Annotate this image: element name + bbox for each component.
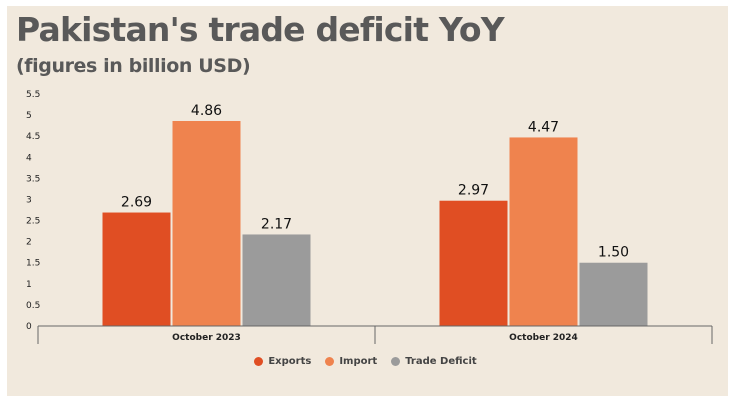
- y-tick-label: 0.5: [26, 301, 40, 311]
- bar-trade-deficit-0: [242, 234, 311, 326]
- y-axis-ticks: 0 0.5 1 1.5 2 2.5 3 3.5 4 4.5 5 5.5: [26, 90, 40, 332]
- legend-swatch: [391, 357, 401, 366]
- bar-exports-1: [439, 200, 508, 326]
- x-category-label: October 2023: [172, 333, 241, 343]
- y-tick-label: 1.5: [26, 259, 40, 269]
- legend: Exports Import Trade Deficit: [0, 356, 731, 367]
- y-tick-label: 3: [26, 195, 32, 205]
- chart-title: Pakistan's trade deficit YoY: [16, 10, 505, 49]
- legend-label: Import: [339, 356, 378, 367]
- y-tick-label: 1: [26, 280, 32, 290]
- data-label: 4.47: [528, 119, 559, 135]
- y-tick-label: 4.5: [26, 132, 40, 142]
- x-axis: October 2023 October 2024: [37, 325, 713, 344]
- legend-label: Trade Deficit: [405, 356, 477, 367]
- data-label: 1.50: [598, 245, 629, 261]
- bar-exports-0: [102, 212, 171, 326]
- x-category-label: October 2024: [509, 333, 578, 343]
- legend-item-exports: Exports: [254, 356, 311, 367]
- data-label: 4.86: [191, 103, 222, 119]
- bar-trade-deficit-1: [579, 262, 648, 326]
- data-label: 2.69: [121, 195, 152, 211]
- legend-swatch: [254, 357, 264, 366]
- y-tick-label: 0: [26, 322, 32, 332]
- y-tick-label: 2.5: [26, 217, 40, 227]
- y-tick-label: 5: [26, 111, 32, 121]
- chart-subtitle: (figures in billion USD): [16, 55, 251, 77]
- legend-swatch: [325, 357, 335, 366]
- y-tick-label: 3.5: [26, 174, 40, 184]
- bar-import-0: [172, 120, 241, 326]
- y-tick-label: 5.5: [26, 90, 40, 100]
- legend-label: Exports: [268, 356, 312, 367]
- data-label: 2.97: [458, 183, 489, 199]
- y-tick-label: 2: [26, 238, 32, 248]
- bars: [102, 120, 648, 326]
- data-labels: 2.69 4.86 2.17 2.97 4.47 1.50: [121, 103, 629, 261]
- bar-import-1: [509, 137, 578, 326]
- legend-item-import: Import: [325, 356, 377, 367]
- y-tick-label: 4: [26, 153, 32, 163]
- chart-card: [7, 6, 728, 396]
- data-label: 2.17: [261, 216, 292, 232]
- legend-item-trade-deficit: Trade Deficit: [391, 356, 477, 367]
